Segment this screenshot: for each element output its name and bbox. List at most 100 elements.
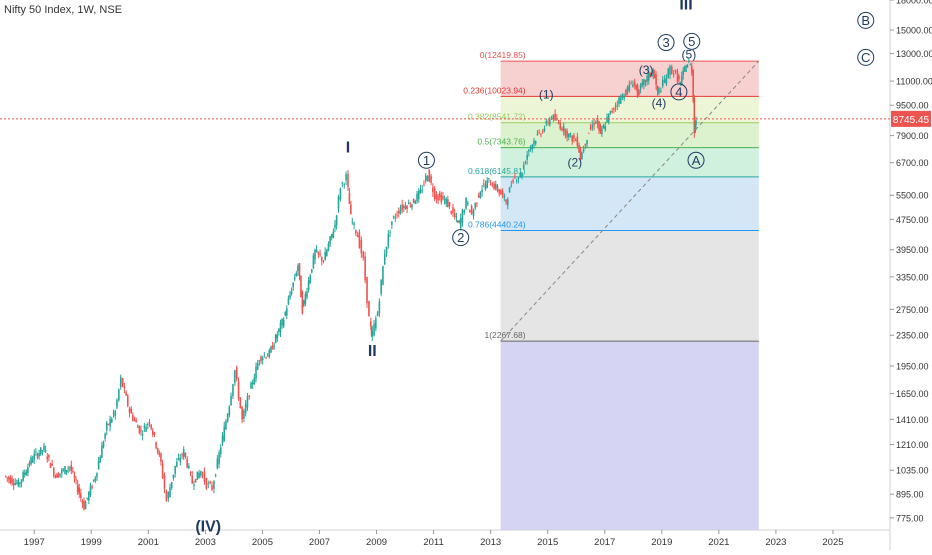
candle-body: [300, 275, 302, 298]
candle-body: [167, 492, 170, 499]
candle-body: [362, 251, 365, 258]
candle-body: [416, 193, 418, 202]
candle-body: [107, 424, 110, 425]
candle-body: [468, 209, 471, 213]
candle-body: [193, 484, 195, 486]
candle-body: [17, 480, 20, 487]
candle-body: [327, 243, 330, 251]
candle-body: [314, 249, 316, 260]
candle-body: [392, 216, 395, 218]
candle-body: [476, 202, 478, 204]
candle-body: [329, 236, 331, 244]
candle-body: [125, 392, 127, 396]
y-tick-label: 18000.00: [896, 0, 932, 6]
candle-body: [540, 134, 542, 136]
candle-body: [158, 452, 161, 455]
candle-body: [587, 132, 590, 134]
candle-body: [669, 65, 671, 75]
candle-body: [83, 500, 85, 510]
y-tick-label: 13000.00: [896, 49, 932, 59]
candle-body: [494, 184, 497, 189]
candle-body: [89, 485, 92, 496]
candle-body: [304, 293, 307, 304]
candle-body: [126, 395, 129, 407]
candle-body: [653, 74, 656, 79]
candle-body: [91, 486, 93, 488]
candle-body: [276, 334, 279, 339]
candle-body: [62, 469, 65, 471]
candle-body: [251, 382, 254, 385]
candle-body: [234, 370, 236, 383]
candle-body: [595, 122, 597, 124]
candle-body: [54, 475, 57, 478]
trend-line: [500, 60, 760, 342]
x-tick-label: 1999: [81, 537, 102, 548]
candle-body: [218, 452, 220, 464]
candle-body: [545, 121, 548, 124]
y-tick-label: 9500.00: [896, 101, 929, 111]
candle-body: [633, 82, 636, 86]
fibonacci-retracement: 0(12419.85) 0.236(10023.94) 0.382(8541.72)…: [463, 50, 759, 530]
candle-body: [639, 84, 642, 90]
current-price-label: 8745.45: [893, 115, 930, 126]
candle-body: [143, 425, 146, 428]
y-tick-label: 2350.00: [896, 331, 929, 341]
candle-body: [188, 466, 190, 469]
candle-body: [255, 366, 257, 379]
candle-body: [695, 120, 697, 126]
current-price-tag: [891, 110, 931, 127]
candle-body: [163, 474, 166, 489]
candle-body: [350, 204, 352, 215]
candle-body: [676, 71, 679, 82]
candle-body: [403, 205, 405, 208]
candle-body: [43, 445, 45, 451]
candle-body: [52, 468, 55, 476]
candle-body: [209, 481, 211, 484]
candle-body: [268, 350, 271, 357]
candle-body: [424, 175, 427, 181]
candle-body: [385, 246, 388, 254]
candle-body: [606, 117, 608, 123]
y-tick-label: 2750.00: [896, 305, 929, 315]
candle-body: [463, 210, 466, 213]
fib-zone: [500, 176, 759, 231]
candle-body: [505, 199, 507, 203]
candle-body: [623, 97, 625, 99]
candle-body: [599, 126, 602, 132]
candle-body: [680, 75, 683, 85]
candle-body: [389, 232, 391, 233]
candle-body: [31, 459, 34, 463]
candle-body: [211, 485, 213, 490]
candle-body: [112, 413, 115, 415]
candle-body: [536, 133, 539, 135]
candle-body: [298, 263, 301, 277]
candle-body: [263, 355, 266, 357]
candle-body: [278, 328, 280, 332]
candle-body: [426, 176, 429, 182]
candle-body: [409, 206, 412, 207]
candle-body: [30, 457, 32, 464]
candle-body: [414, 201, 417, 204]
candle-body: [526, 154, 528, 160]
y-tick-label: 1210.00: [896, 440, 929, 450]
candle-body: [265, 357, 267, 359]
candle-body: [39, 447, 42, 455]
candle-body: [72, 471, 74, 472]
candle-body: [351, 221, 354, 223]
candle-body: [611, 111, 613, 112]
candle-body: [660, 90, 662, 92]
candle-body: [317, 251, 320, 254]
y-tick-label: 3350.00: [896, 272, 929, 282]
wave-label: (5): [682, 48, 697, 62]
candle-body: [571, 135, 574, 142]
candle-body: [57, 473, 60, 478]
candle-body: [651, 72, 653, 77]
candle-body: [8, 477, 10, 480]
wave-label: (4): [652, 96, 667, 110]
candle-body: [448, 202, 451, 206]
candle-body: [598, 121, 600, 131]
candle-body: [521, 172, 523, 177]
